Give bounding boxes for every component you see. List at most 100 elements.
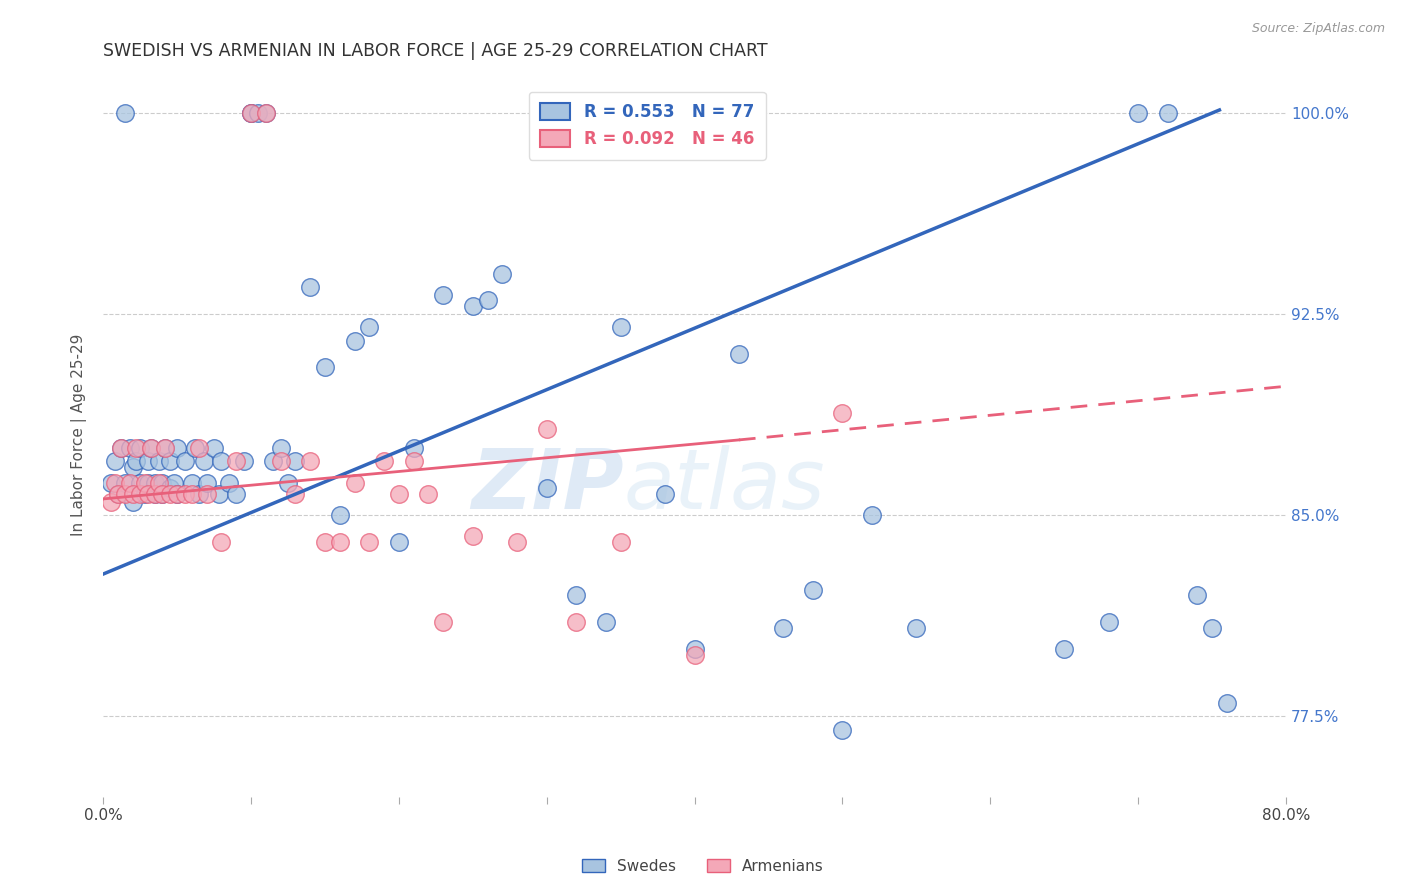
- Point: [359, 534, 381, 549]
- Point: [270, 441, 292, 455]
- Point: [143, 475, 166, 490]
- Point: [247, 105, 270, 120]
- Point: [536, 481, 558, 495]
- Point: [136, 486, 159, 500]
- Point: [418, 486, 440, 500]
- Point: [159, 486, 181, 500]
- Point: [232, 454, 254, 468]
- Legend: Swedes, Armenians: Swedes, Armenians: [576, 853, 830, 880]
- Point: [277, 475, 299, 490]
- Point: [831, 406, 853, 420]
- Point: [284, 486, 307, 500]
- Point: [240, 105, 263, 120]
- Point: [163, 475, 186, 490]
- Point: [211, 534, 233, 549]
- Point: [683, 642, 706, 657]
- Point: [155, 441, 177, 455]
- Point: [299, 454, 322, 468]
- Point: [402, 454, 425, 468]
- Point: [150, 486, 173, 500]
- Point: [565, 589, 588, 603]
- Point: [388, 534, 411, 549]
- Point: [373, 454, 395, 468]
- Point: [284, 454, 307, 468]
- Text: ZIP: ZIP: [471, 445, 624, 525]
- Point: [1201, 621, 1223, 635]
- Point: [166, 486, 188, 500]
- Point: [329, 534, 352, 549]
- Point: [831, 723, 853, 737]
- Point: [188, 486, 211, 500]
- Point: [129, 441, 152, 455]
- Point: [114, 105, 136, 120]
- Point: [1126, 105, 1149, 120]
- Point: [491, 267, 513, 281]
- Point: [1097, 615, 1119, 630]
- Point: [114, 475, 136, 490]
- Point: [299, 280, 322, 294]
- Point: [166, 441, 188, 455]
- Text: SWEDISH VS ARMENIAN IN LABOR FORCE | AGE 25-29 CORRELATION CHART: SWEDISH VS ARMENIAN IN LABOR FORCE | AGE…: [103, 42, 768, 60]
- Point: [173, 486, 195, 500]
- Point: [388, 486, 411, 500]
- Point: [461, 299, 484, 313]
- Point: [270, 454, 292, 468]
- Point: [654, 486, 676, 500]
- Point: [148, 454, 170, 468]
- Point: [683, 648, 706, 662]
- Point: [107, 486, 129, 500]
- Point: [860, 508, 883, 522]
- Point: [100, 494, 122, 508]
- Point: [1187, 589, 1209, 603]
- Point: [254, 105, 277, 120]
- Point: [314, 534, 336, 549]
- Point: [188, 441, 211, 455]
- Point: [1216, 696, 1239, 710]
- Point: [432, 615, 454, 630]
- Point: [195, 486, 218, 500]
- Point: [477, 293, 499, 308]
- Point: [240, 105, 263, 120]
- Point: [359, 320, 381, 334]
- Point: [159, 481, 181, 495]
- Point: [121, 494, 143, 508]
- Point: [240, 105, 263, 120]
- Point: [139, 441, 162, 455]
- Point: [193, 454, 215, 468]
- Point: [461, 529, 484, 543]
- Point: [218, 475, 240, 490]
- Point: [118, 475, 141, 490]
- Point: [180, 475, 202, 490]
- Point: [195, 475, 218, 490]
- Point: [609, 320, 631, 334]
- Point: [155, 441, 177, 455]
- Text: atlas: atlas: [624, 445, 825, 525]
- Point: [129, 475, 152, 490]
- Point: [166, 486, 188, 500]
- Point: [107, 486, 129, 500]
- Point: [207, 486, 229, 500]
- Point: [506, 534, 529, 549]
- Point: [609, 534, 631, 549]
- Point: [202, 441, 225, 455]
- Point: [905, 621, 928, 635]
- Point: [254, 105, 277, 120]
- Point: [139, 441, 162, 455]
- Point: [118, 441, 141, 455]
- Point: [121, 459, 143, 474]
- Point: [180, 486, 202, 500]
- Point: [136, 475, 159, 490]
- Point: [129, 486, 152, 500]
- Point: [343, 334, 366, 348]
- Point: [125, 454, 148, 468]
- Point: [184, 441, 207, 455]
- Point: [114, 486, 136, 500]
- Point: [262, 454, 284, 468]
- Point: [173, 454, 195, 468]
- Point: [314, 360, 336, 375]
- Point: [595, 615, 617, 630]
- Point: [136, 454, 159, 468]
- Point: [728, 803, 751, 817]
- Point: [104, 475, 127, 490]
- Point: [134, 486, 156, 500]
